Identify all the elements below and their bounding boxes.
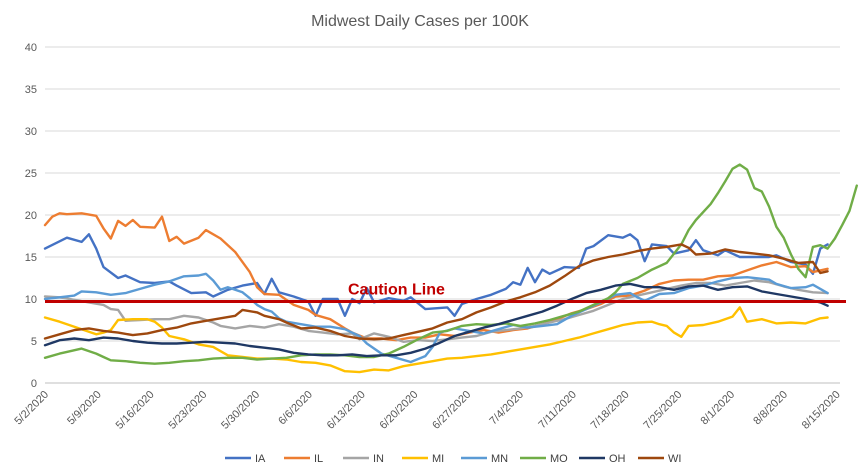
legend-label-il: IL <box>314 453 323 465</box>
x-tick-label: 6/6/2020 <box>276 389 315 428</box>
x-tick-label: 6/20/2020 <box>377 389 420 432</box>
x-tick-label: 8/8/2020 <box>751 389 790 428</box>
series-line-oh <box>43 282 829 358</box>
caution-line-group: Caution Line <box>45 282 846 304</box>
caution-line-label: Caution Line <box>348 282 445 299</box>
chart-title: Midwest Daily Cases per 100K <box>311 13 529 30</box>
series-lines <box>43 163 858 374</box>
legend-label-mi: MI <box>432 453 444 465</box>
y-tick-label: 35 <box>25 84 37 96</box>
legend-label-ia: IA <box>255 453 266 465</box>
legend-label-in: IN <box>373 453 384 465</box>
x-tick-label: 8/15/2020 <box>800 389 843 432</box>
y-tick-label: 0 <box>31 378 37 390</box>
y-tick-label: 25 <box>25 168 37 180</box>
y-tick-label: 15 <box>25 252 37 264</box>
x-tick-label: 6/27/2020 <box>430 389 473 432</box>
x-tick-label: 7/11/2020 <box>536 389 579 432</box>
series-line-mo <box>43 163 858 365</box>
legend-label-mo: MO <box>550 453 568 465</box>
x-tick-label: 7/25/2020 <box>641 389 684 432</box>
series-line-wi <box>43 243 829 341</box>
x-axis-ticks: 5/2/2020 5/9/2020 5/16/2020 5/23/2020 5/30/2… <box>12 389 842 432</box>
series-line-mi <box>43 306 829 374</box>
x-tick-label: 5/30/2020 <box>219 389 262 432</box>
y-tick-label: 40 <box>25 42 37 54</box>
y-tick-label: 20 <box>25 210 37 222</box>
y-tick-label: 5 <box>31 336 37 348</box>
x-tick-label: 5/9/2020 <box>65 389 104 428</box>
x-tick-label: 5/2/2020 <box>12 389 51 428</box>
x-tick-label: 5/16/2020 <box>114 389 157 432</box>
x-tick-label: 5/23/2020 <box>166 389 209 432</box>
x-tick-label: 8/1/2020 <box>698 389 737 428</box>
x-tick-label: 7/18/2020 <box>589 389 632 432</box>
series-line-ia <box>43 233 829 317</box>
y-tick-label: 30 <box>25 126 37 138</box>
legend-label-wi: WI <box>668 453 681 465</box>
y-axis-ticks: 0 5 10 15 20 25 30 35 40 <box>25 42 37 390</box>
y-tick-label: 10 <box>25 294 37 306</box>
legend: IA IL IN MI MN MO OH WI <box>225 453 681 465</box>
gridlines <box>45 46 840 384</box>
x-tick-label: 6/13/2020 <box>325 389 368 432</box>
x-tick-label: 7/4/2020 <box>487 389 526 428</box>
series-line-il <box>43 212 829 342</box>
legend-label-mn: MN <box>491 453 508 465</box>
legend-label-oh: OH <box>609 453 626 465</box>
